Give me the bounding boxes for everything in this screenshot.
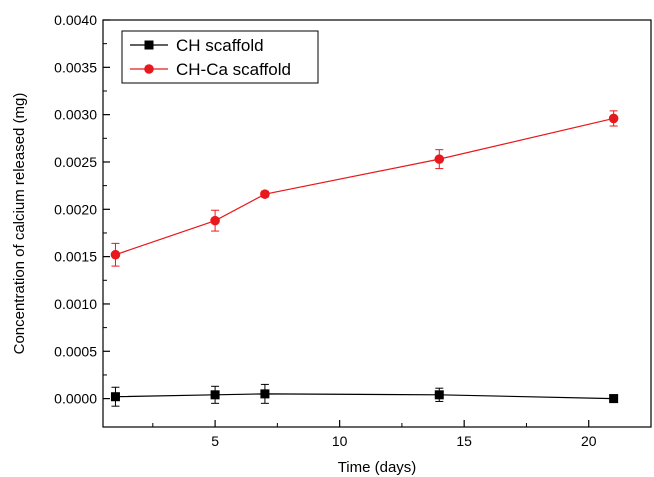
x-tick-label: 10 [332, 433, 348, 449]
series-line [115, 393, 614, 400]
data-point [260, 389, 270, 399]
minor-ticks [103, 43, 527, 427]
x-tick-label: 5 [211, 433, 219, 449]
y-tick-label: 0.0025 [54, 154, 97, 170]
data-point [144, 40, 154, 50]
legend-item: CH-Ca scaffold [130, 60, 291, 79]
y-tick-label: 0.0010 [54, 296, 97, 312]
x-tick-label: 15 [456, 433, 472, 449]
y-tick-label: 0.0020 [54, 201, 97, 217]
data-point [608, 113, 619, 124]
data-point [434, 154, 445, 164]
data-point [260, 189, 270, 199]
y-tick-label: 0.0040 [54, 12, 97, 28]
series-2 [110, 110, 619, 267]
data-point [110, 249, 121, 260]
y-tick-label: 0.0030 [54, 107, 97, 123]
legend-label: CH scaffold [176, 36, 264, 55]
series-line [115, 117, 614, 256]
plot-area [102, 19, 652, 428]
series-layer [110, 110, 619, 407]
data-point [144, 64, 154, 74]
y-tick-label: 0.0000 [54, 391, 97, 407]
series-1 [110, 383, 619, 407]
y-tick-label: 0.0035 [54, 59, 97, 75]
legend-item: CH scaffold [130, 36, 264, 55]
x-tick-label: 20 [581, 433, 597, 449]
legend-box [121, 30, 319, 84]
y-tick-label: 0.0015 [54, 249, 97, 265]
legend: CH scaffold CH-Ca scaffold [121, 30, 319, 84]
data-point [210, 215, 220, 226]
data-point [434, 390, 444, 400]
legend-label: CH-Ca scaffold [176, 60, 291, 79]
data-point [609, 394, 619, 404]
data-point [110, 392, 120, 402]
y-axis-title: Concentration of calcium released (mg) [11, 93, 28, 355]
x-axis-title: Time (days) [338, 459, 417, 476]
y-tick-label: 0.0005 [54, 343, 97, 359]
data-point [210, 390, 220, 400]
x-axis: 5 10 15 20 [211, 420, 597, 449]
y-axis: 0.0000 0.0005 0.0010 0.0015 0.0020 0.0025 0.00… [54, 12, 110, 407]
